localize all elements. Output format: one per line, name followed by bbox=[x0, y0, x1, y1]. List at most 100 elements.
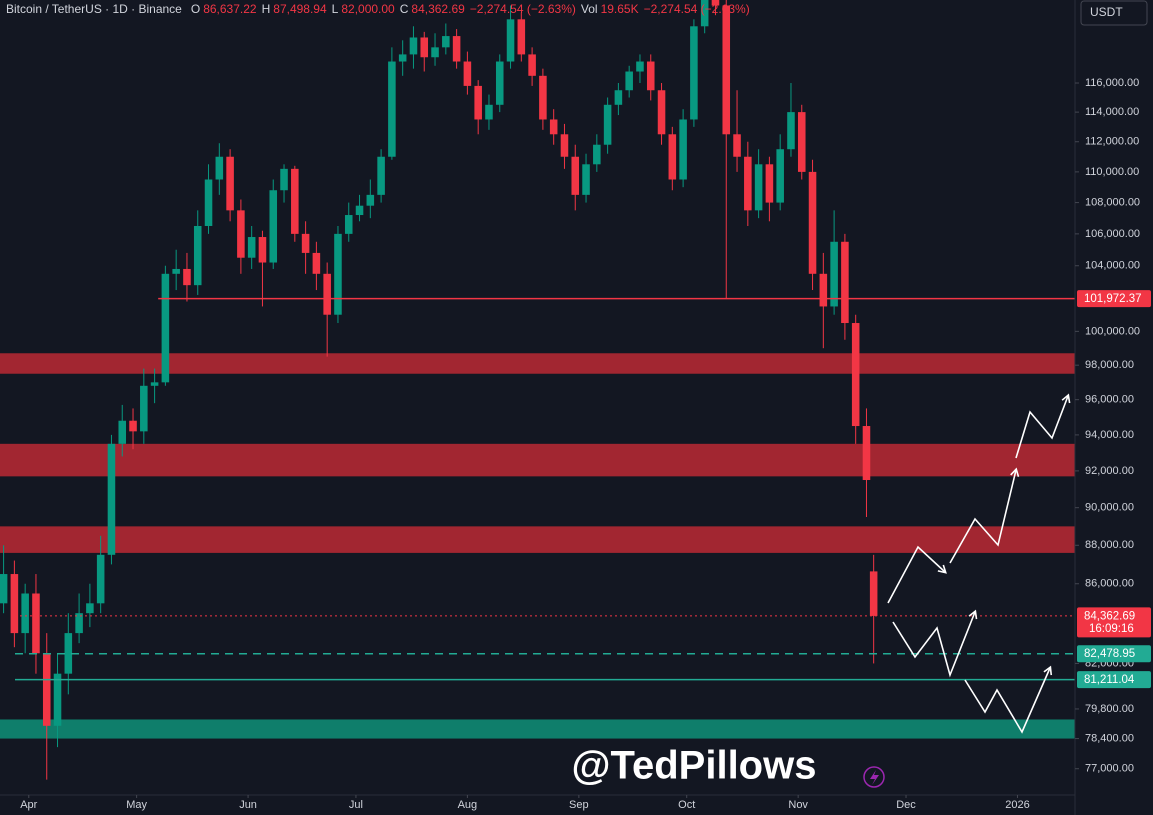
candle-body bbox=[765, 164, 774, 203]
candle-body bbox=[700, 0, 709, 27]
candle-body bbox=[398, 54, 407, 62]
zone bbox=[0, 719, 1075, 739]
candle-body bbox=[787, 112, 795, 150]
header-text: 84,362.69 bbox=[411, 2, 465, 16]
candle-body bbox=[21, 593, 29, 634]
y-tick-label: 100,000.00 bbox=[1085, 325, 1140, 337]
candle-body bbox=[42, 653, 51, 726]
header-text: Vol bbox=[581, 2, 598, 16]
zone bbox=[0, 353, 1075, 374]
x-tick-label: Sep bbox=[569, 799, 589, 811]
y-tick-label: 94,000.00 bbox=[1085, 429, 1134, 441]
y-tick-label: 92,000.00 bbox=[1085, 465, 1134, 477]
y-tick-label: 110,000.00 bbox=[1085, 166, 1139, 178]
candle-body bbox=[301, 233, 310, 253]
candle-body bbox=[463, 61, 472, 86]
candle-body bbox=[625, 71, 633, 91]
candle-body bbox=[193, 225, 202, 286]
price-label: 84,362.69 bbox=[1084, 610, 1135, 622]
candle-body bbox=[291, 168, 299, 234]
candle-body bbox=[679, 119, 687, 180]
candle-body bbox=[442, 36, 450, 48]
candle-body bbox=[862, 426, 871, 481]
candle-body bbox=[582, 164, 590, 195]
candle-body bbox=[528, 54, 536, 76]
x-tick-label: Nov bbox=[788, 799, 808, 811]
candle-body bbox=[549, 119, 558, 135]
candle-body bbox=[474, 85, 482, 120]
candle-body bbox=[280, 168, 288, 191]
icon[interactable] bbox=[863, 766, 885, 788]
candle-body bbox=[657, 90, 666, 135]
price-label-box bbox=[1077, 671, 1151, 689]
y-tick-label: 114,000.00 bbox=[1085, 106, 1139, 118]
candle-body bbox=[183, 268, 191, 286]
candle-body bbox=[797, 112, 806, 172]
candle-body bbox=[32, 593, 40, 654]
candle-body bbox=[431, 47, 439, 58]
arrow bbox=[1015, 393, 1071, 459]
candle-body bbox=[506, 19, 515, 62]
y-tick-label: 116,000.00 bbox=[1085, 77, 1139, 89]
candle-body bbox=[776, 149, 784, 203]
candle-body bbox=[204, 179, 213, 226]
price-label: 81,211.04 bbox=[1084, 674, 1135, 686]
candle-body bbox=[377, 156, 385, 195]
candle-body bbox=[237, 210, 245, 258]
candle-body bbox=[819, 273, 828, 307]
y-tick-label: 108,000.00 bbox=[1085, 196, 1140, 208]
candle-body bbox=[690, 26, 698, 120]
header-text: −2,274.54 (−2.63%) bbox=[470, 2, 576, 16]
y-tick-label: 106,000.00 bbox=[1085, 228, 1140, 240]
candle-body bbox=[10, 574, 19, 634]
candle-body bbox=[388, 61, 396, 157]
candle-body bbox=[614, 90, 623, 105]
candle-body bbox=[75, 613, 83, 634]
candle-body bbox=[96, 554, 105, 604]
candle-body bbox=[269, 190, 278, 263]
candle-body bbox=[366, 194, 375, 206]
plot-area bbox=[0, 0, 1075, 780]
candle-body bbox=[517, 19, 526, 55]
candle-body bbox=[323, 273, 331, 315]
x-tick-label: 2026 bbox=[1005, 799, 1029, 811]
arrow bbox=[949, 467, 1020, 564]
price-label-box bbox=[1077, 645, 1151, 663]
y-tick-label: 96,000.00 bbox=[1085, 394, 1134, 406]
y-tick-label: 98,000.00 bbox=[1085, 359, 1134, 371]
candle-body bbox=[258, 237, 267, 263]
header-text: 87,498.94 bbox=[273, 2, 327, 16]
y-tick-label: 112,000.00 bbox=[1085, 136, 1139, 148]
candle-body bbox=[646, 61, 655, 91]
candle-body bbox=[215, 156, 224, 180]
candle-body bbox=[344, 215, 353, 234]
candle-body bbox=[539, 75, 547, 120]
candle-body bbox=[711, 0, 720, 6]
candle-body bbox=[851, 323, 860, 427]
candle-body bbox=[636, 61, 644, 72]
y-tick-label: 104,000.00 bbox=[1085, 260, 1140, 272]
candle-body bbox=[452, 36, 461, 62]
candle-body bbox=[355, 205, 364, 216]
x-tick-label: Oct bbox=[678, 799, 695, 811]
arrow bbox=[964, 665, 1053, 734]
candle-body bbox=[495, 61, 504, 105]
candle-body bbox=[485, 104, 493, 120]
price-axis: 116,000.00 114,000.00 112,000.00 110,000.00… bbox=[20, 77, 1151, 811]
candle-body bbox=[409, 37, 418, 55]
y-tick-label: 78,400.00 bbox=[1085, 732, 1134, 744]
x-tick-label: Aug bbox=[458, 799, 478, 811]
candle-body bbox=[603, 104, 612, 145]
candle-body bbox=[53, 673, 62, 726]
candle-body bbox=[722, 5, 731, 135]
candle-body bbox=[754, 164, 763, 211]
candle-body bbox=[129, 420, 137, 432]
currency-button[interactable] bbox=[1080, 0, 1148, 26]
currency-label: USDT bbox=[1090, 5, 1123, 19]
projection-arrows bbox=[887, 393, 1071, 734]
x-tick-label: Jun bbox=[239, 799, 257, 811]
y-tick-label: 79,800.00 bbox=[1085, 703, 1134, 715]
header-text: L bbox=[332, 2, 339, 16]
header: Bitcoin / TetherUS · 1D · Binance O 86,637… bbox=[6, 2, 750, 16]
candle-body bbox=[830, 241, 838, 307]
